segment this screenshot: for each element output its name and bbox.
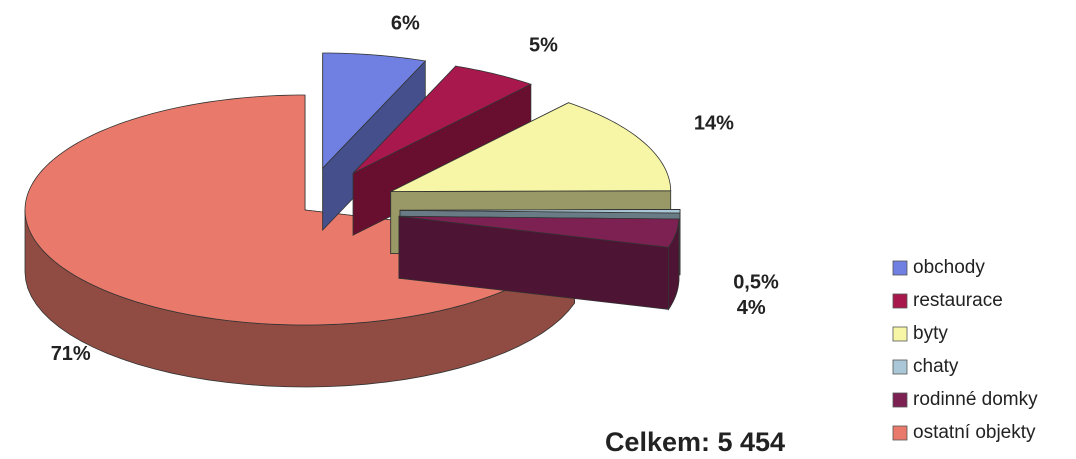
labels: 6% 5% 14% 0,5% 4% 71% — [51, 13, 779, 366]
slice-top — [352, 65, 532, 174]
slice-top — [399, 209, 681, 214]
legend-label: byty — [913, 323, 948, 344]
legend-label: ostatní objekty — [913, 422, 1036, 443]
legend-label: restaurace — [913, 290, 1003, 311]
data-label: 4% — [737, 297, 766, 319]
data-label: 5% — [529, 34, 558, 56]
data-label: 0,5% — [733, 272, 779, 294]
legend-label: rodinné domky — [913, 389, 1038, 410]
data-label: 14% — [694, 112, 734, 134]
total-annotation: Celkem: 5 454 — [605, 427, 785, 457]
slice — [322, 52, 427, 231]
legend-label: obchody — [913, 257, 985, 278]
data-label: 71% — [51, 343, 91, 365]
legend-swatch — [892, 392, 908, 408]
slice-top — [398, 215, 680, 248]
legend-swatch — [892, 260, 908, 276]
pie — [24, 52, 681, 388]
slice-top — [322, 52, 427, 169]
data-label: 6% — [391, 13, 420, 35]
legend-swatch — [892, 326, 908, 342]
legend-swatch — [892, 293, 908, 309]
legend-swatch — [892, 425, 908, 441]
legend: obchody restaurace byty chaty rodinné domky o… — [892, 257, 1038, 443]
legend-swatch — [892, 359, 908, 375]
slice-top — [390, 102, 672, 192]
legend-label: chaty — [913, 356, 959, 377]
slice — [398, 215, 680, 311]
